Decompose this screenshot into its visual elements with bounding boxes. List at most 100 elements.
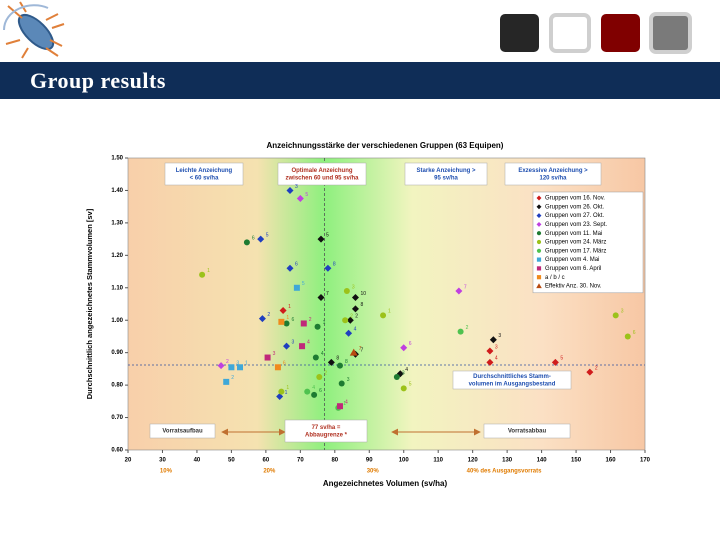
- logo: [3, 1, 65, 59]
- point-label: 1: [286, 315, 289, 321]
- point: [486, 358, 494, 366]
- point-label: 3: [495, 344, 498, 350]
- point: [342, 317, 349, 324]
- chart-title: Anzeichnungsstärke der verschiedenen Gru…: [267, 141, 504, 150]
- x-tick-label: 70: [297, 458, 304, 464]
- point: [199, 271, 206, 278]
- point: [351, 294, 359, 302]
- legend-label: Gruppen vom 16. Nov.: [545, 196, 605, 202]
- point-label: 2: [309, 317, 312, 323]
- color-square: [601, 14, 640, 52]
- x-tick-label: 50: [228, 458, 235, 464]
- point-label: 4: [307, 340, 310, 346]
- point: [316, 374, 323, 380]
- point: [335, 404, 342, 411]
- annotation: 77 sv/ha =: [312, 425, 341, 431]
- point-label: 4: [321, 351, 324, 357]
- legend-label: Gruppen vom 11. Mai: [545, 231, 602, 237]
- legend-marker: [536, 239, 542, 245]
- legend-marker: [536, 195, 542, 201]
- point: [455, 287, 463, 295]
- legend-label: Gruppen vom 23. Sept.: [545, 222, 607, 228]
- point-label: 8: [336, 356, 339, 362]
- annotation: zwischen 60 und 95 sv/ha: [285, 175, 359, 181]
- annotation-box: [149, 423, 216, 439]
- annotation-box: [164, 162, 244, 186]
- x-tick-label: 160: [606, 458, 617, 464]
- legend-label: Effektiv Anz. 30. Nov.: [545, 284, 602, 290]
- point-label: 2: [350, 314, 353, 320]
- point-label: 1: [323, 320, 326, 326]
- point: [283, 342, 291, 350]
- y-tick-label: 0.60: [111, 448, 123, 454]
- point: [228, 364, 235, 371]
- annotation: Exzessive Anzeichung >: [518, 168, 588, 174]
- annotation: volumen im Ausgangsbestand: [469, 381, 556, 387]
- point-label: 4: [354, 327, 357, 333]
- point: [274, 364, 281, 371]
- point: [296, 195, 304, 203]
- point-label: 3: [273, 351, 276, 357]
- point: [257, 235, 265, 243]
- point: [223, 378, 230, 385]
- point-label: 6: [283, 361, 286, 367]
- point-label: 7: [464, 284, 467, 290]
- point: [237, 364, 244, 371]
- point-label: 2: [595, 365, 598, 371]
- y-tick-label: 1.10: [111, 285, 123, 291]
- point-label: 8: [345, 359, 348, 365]
- point-label: 4: [405, 367, 408, 373]
- y-tick-label: 0.90: [111, 350, 123, 356]
- legend-label: Gruppen vom 4. Mai: [545, 257, 599, 263]
- annotation: Abbaugrenze *: [305, 432, 348, 438]
- x-tick-label: 80: [331, 458, 338, 464]
- point-label: 3: [292, 340, 295, 346]
- point-label: 6: [633, 330, 636, 336]
- point-label: 5: [326, 232, 329, 238]
- point-label: 3: [236, 361, 239, 367]
- x-tick-label: 130: [502, 458, 513, 464]
- point-label: 1: [285, 390, 288, 396]
- point: [338, 380, 345, 387]
- point-label: 6: [252, 236, 255, 242]
- point-label: 6: [409, 341, 412, 347]
- legend-label: a / b / c: [545, 275, 565, 281]
- point: [293, 284, 300, 291]
- point-label: 4: [312, 385, 315, 391]
- x2-tick-label: 20%: [263, 469, 276, 475]
- point-label: 5: [409, 382, 412, 388]
- point: [612, 312, 619, 319]
- annotation: 95 sv/ha: [434, 175, 458, 181]
- point: [396, 370, 404, 378]
- x-tick-label: 100: [399, 458, 410, 464]
- point-label: 7: [360, 348, 363, 354]
- legend-marker: [536, 213, 542, 219]
- point: [351, 305, 359, 313]
- y-tick-label: 1.30: [111, 220, 123, 226]
- point-label: 10: [360, 291, 366, 297]
- x-tick-label: 140: [537, 458, 548, 464]
- color-square: [649, 12, 692, 54]
- point: [400, 344, 408, 352]
- point: [586, 368, 594, 376]
- title-bar: Group results: [0, 62, 720, 99]
- point-label: 3: [498, 333, 501, 339]
- color-square: [500, 14, 539, 52]
- annotation: < 60 sv/ha: [190, 175, 220, 181]
- legend-label: Gruppen vom 27. Okt.: [545, 213, 604, 219]
- annotation-box: [452, 370, 572, 390]
- y-axis-title: Durchschnittlich angezeichnetes Stammvol…: [85, 208, 94, 399]
- point: [327, 358, 335, 366]
- y-tick-label: 1.20: [111, 253, 123, 259]
- point-label: 1: [207, 268, 210, 274]
- point-label: 5: [302, 281, 305, 287]
- x-tick-label: 170: [640, 458, 651, 464]
- x-tick-label: 90: [366, 458, 373, 464]
- annotation-box: [404, 162, 488, 186]
- point-label: 4: [495, 356, 498, 362]
- point: [258, 315, 266, 323]
- point: [349, 348, 358, 356]
- annotation-box: [284, 419, 368, 443]
- x-tick-label: 120: [468, 458, 479, 464]
- point-label: 2: [355, 314, 358, 320]
